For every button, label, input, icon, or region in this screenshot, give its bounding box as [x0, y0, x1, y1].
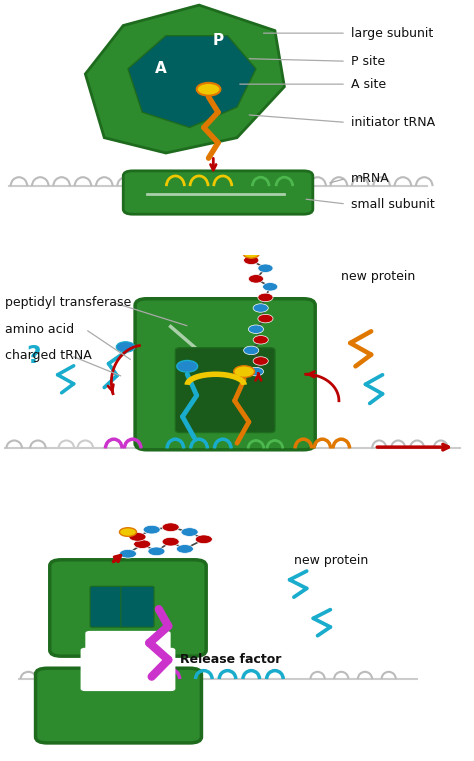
Circle shape [248, 275, 264, 283]
Circle shape [177, 361, 198, 372]
Text: mRNA: mRNA [351, 172, 390, 185]
Text: P site: P site [351, 55, 385, 68]
FancyBboxPatch shape [85, 631, 171, 679]
FancyBboxPatch shape [121, 586, 154, 627]
Text: small subunit: small subunit [351, 198, 435, 211]
FancyBboxPatch shape [123, 171, 313, 214]
Polygon shape [85, 5, 284, 153]
Circle shape [248, 325, 264, 333]
Text: A: A [155, 62, 167, 76]
Circle shape [263, 282, 278, 291]
Circle shape [197, 83, 220, 96]
Circle shape [244, 346, 259, 355]
Circle shape [162, 537, 179, 546]
Text: P: P [212, 33, 224, 48]
Text: initiator tRNA: initiator tRNA [351, 116, 435, 129]
FancyBboxPatch shape [90, 586, 123, 627]
FancyBboxPatch shape [81, 648, 175, 691]
Polygon shape [128, 36, 256, 128]
Text: peptidyl transferase: peptidyl transferase [5, 296, 131, 309]
FancyBboxPatch shape [50, 560, 206, 656]
Text: amino acid: amino acid [5, 323, 74, 336]
Circle shape [243, 249, 259, 258]
FancyBboxPatch shape [175, 348, 275, 432]
Circle shape [162, 523, 179, 532]
Circle shape [129, 533, 146, 541]
Text: charged tRNA: charged tRNA [5, 349, 91, 362]
Circle shape [143, 525, 160, 534]
Text: ?: ? [26, 344, 40, 368]
Text: new protein: new protein [341, 269, 416, 282]
Circle shape [253, 357, 268, 365]
Circle shape [253, 304, 268, 312]
Circle shape [253, 336, 268, 344]
Circle shape [181, 527, 198, 537]
Text: A site: A site [351, 78, 386, 91]
Circle shape [258, 264, 273, 272]
Circle shape [176, 545, 193, 553]
Circle shape [116, 342, 135, 352]
Circle shape [119, 527, 137, 537]
Text: Release factor: Release factor [180, 653, 282, 667]
Circle shape [234, 366, 255, 377]
Text: large subunit: large subunit [351, 27, 433, 40]
Circle shape [258, 314, 273, 323]
Circle shape [195, 535, 212, 543]
Text: new protein: new protein [294, 555, 368, 568]
Circle shape [134, 540, 151, 549]
Circle shape [119, 549, 137, 558]
Circle shape [248, 368, 264, 376]
FancyBboxPatch shape [135, 299, 315, 450]
FancyBboxPatch shape [36, 668, 201, 743]
Circle shape [244, 256, 259, 265]
Circle shape [258, 293, 273, 301]
Circle shape [148, 547, 165, 556]
